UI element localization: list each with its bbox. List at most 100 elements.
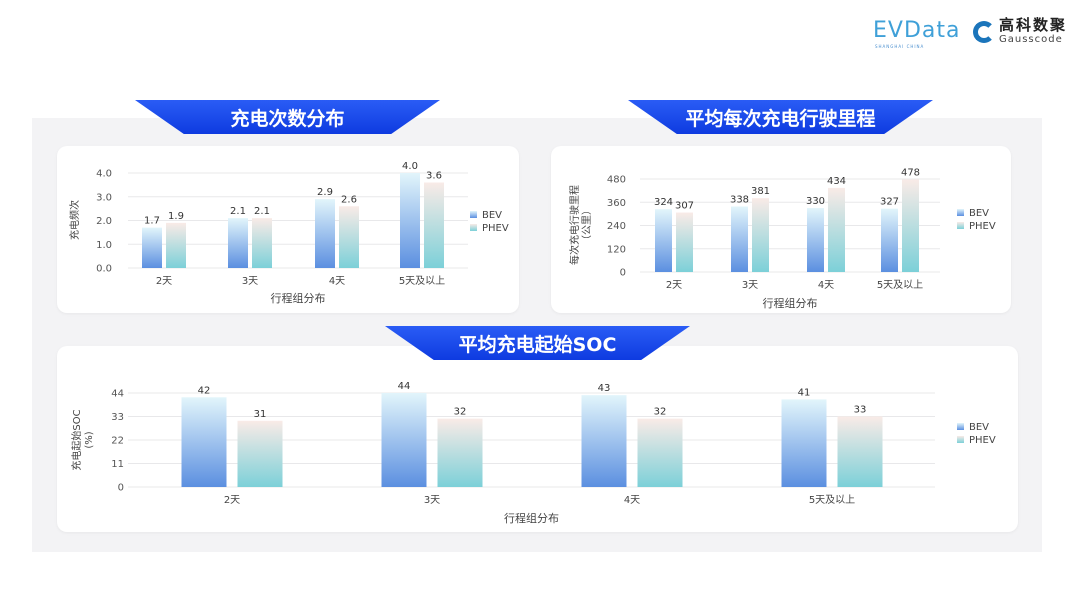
- y-tick-label: 3.0: [96, 192, 112, 203]
- data-label: 44: [398, 381, 411, 392]
- chart-title: 平均充电起始SOC: [458, 333, 617, 356]
- x-tick-label: 2天: [156, 276, 172, 287]
- x-tick-label: 4天: [624, 495, 640, 506]
- y-axis-unit: (%): [84, 431, 95, 448]
- data-label: 32: [654, 407, 667, 418]
- evdata-logo: EVData SHANGHAI CHINA: [873, 18, 961, 49]
- banner-charge-count: 充电次数分布: [135, 100, 440, 134]
- legend-label: BEV: [482, 210, 502, 221]
- bev-bar: [655, 209, 672, 272]
- legend-label: BEV: [969, 208, 989, 219]
- y-tick-label: 44: [111, 389, 124, 400]
- data-label: 43: [598, 383, 611, 394]
- gausscode-logo: 高科数聚 Gausscode: [973, 18, 1067, 45]
- legend-label: PHEV: [482, 223, 509, 234]
- x-tick-label: 5天及以上: [809, 494, 855, 506]
- data-label: 42: [198, 385, 211, 396]
- bev-bar: [315, 199, 335, 268]
- data-label: 330: [806, 196, 825, 207]
- phev-bar: [437, 418, 483, 487]
- y-axis-unit: （公里）: [581, 205, 593, 245]
- y-tick-label: 0: [118, 483, 124, 494]
- phev-bar: [828, 187, 845, 272]
- x-tick-label: 2天: [224, 495, 240, 506]
- x-axis-label: 行程组分布: [504, 511, 559, 525]
- y-tick-label: 1.0: [96, 240, 112, 251]
- legend-swatch-phev: [957, 436, 964, 443]
- y-tick-label: 0: [620, 268, 626, 279]
- data-label: 31: [254, 409, 267, 420]
- y-axis-label: 充电频次: [68, 200, 81, 240]
- data-label: 338: [730, 195, 749, 206]
- x-tick-label: 3天: [424, 495, 440, 506]
- bev-bar: [781, 399, 827, 487]
- phev-bar: [902, 179, 919, 272]
- data-label: 4.0: [402, 161, 418, 172]
- bev-bar: [181, 397, 227, 487]
- data-label: 2.1: [230, 206, 246, 217]
- data-label: 381: [751, 186, 770, 197]
- evdata-logo-text: EVData: [873, 18, 961, 43]
- x-tick-label: 2天: [666, 280, 682, 291]
- gausscode-en: Gausscode: [999, 34, 1063, 45]
- banner-soc: 平均充电起始SOC: [385, 326, 690, 360]
- legend-swatch-phev: [470, 224, 477, 231]
- data-label: 33: [854, 405, 867, 416]
- data-label: 1.9: [168, 211, 184, 222]
- phev-bar: [637, 418, 683, 487]
- x-tick-label: 5天及以上: [877, 279, 923, 291]
- gausscode-mark-icon: [973, 20, 995, 43]
- data-label: 324: [654, 197, 673, 208]
- data-label: 32: [454, 407, 467, 418]
- y-axis-label: 充电起始SOC: [70, 409, 83, 470]
- evdata-logo-sub: SHANGHAI CHINA: [875, 44, 925, 49]
- y-tick-label: 2.0: [96, 216, 112, 227]
- y-tick-label: 22: [111, 436, 124, 447]
- x-tick-label: 5天及以上: [399, 275, 445, 287]
- y-tick-label: 0.0: [96, 264, 112, 275]
- bev-bar: [400, 173, 420, 268]
- phev-bar: [339, 206, 359, 268]
- phev-bar: [252, 218, 272, 268]
- data-label: 2.6: [341, 194, 357, 205]
- data-label: 327: [880, 197, 899, 208]
- gausscode-cn: 高科数聚: [999, 16, 1068, 34]
- phev-bar: [237, 420, 283, 487]
- bev-bar: [581, 395, 627, 487]
- x-tick-label: 3天: [742, 280, 758, 291]
- x-tick-label: 4天: [818, 280, 834, 291]
- phev-bar: [752, 198, 769, 272]
- legend-swatch-bev: [470, 211, 477, 218]
- bev-bar: [142, 227, 162, 268]
- phev-bar: [676, 212, 693, 272]
- data-label: 1.7: [144, 216, 160, 227]
- legend-label: PHEV: [969, 435, 996, 446]
- y-tick-label: 11: [111, 459, 124, 470]
- y-axis-label: 每次充电行驶里程: [568, 185, 581, 265]
- y-tick-label: 33: [111, 412, 124, 423]
- phev-bar: [166, 222, 186, 268]
- data-label: 307: [675, 201, 694, 212]
- x-tick-label: 4天: [329, 276, 345, 287]
- legend-label: BEV: [969, 422, 989, 433]
- chart-title: 充电次数分布: [230, 107, 345, 130]
- data-label: 2.9: [317, 187, 333, 198]
- bev-bar: [381, 393, 427, 487]
- y-tick-label: 4.0: [96, 169, 112, 180]
- x-tick-label: 3天: [242, 276, 258, 287]
- y-tick-label: 240: [607, 221, 626, 232]
- bev-bar: [731, 206, 748, 272]
- bev-bar: [228, 218, 248, 268]
- x-axis-label: 行程组分布: [763, 296, 818, 310]
- bev-bar: [881, 208, 898, 272]
- data-label: 3.6: [426, 171, 442, 182]
- phev-bar: [424, 182, 444, 268]
- x-axis-label: 行程组分布: [271, 291, 326, 305]
- y-tick-label: 360: [607, 198, 626, 209]
- chart-card-mileage: [551, 146, 1011, 313]
- y-tick-label: 120: [607, 244, 626, 255]
- data-label: 2.1: [254, 206, 270, 217]
- legend-swatch-bev: [957, 423, 964, 430]
- data-label: 478: [901, 167, 920, 178]
